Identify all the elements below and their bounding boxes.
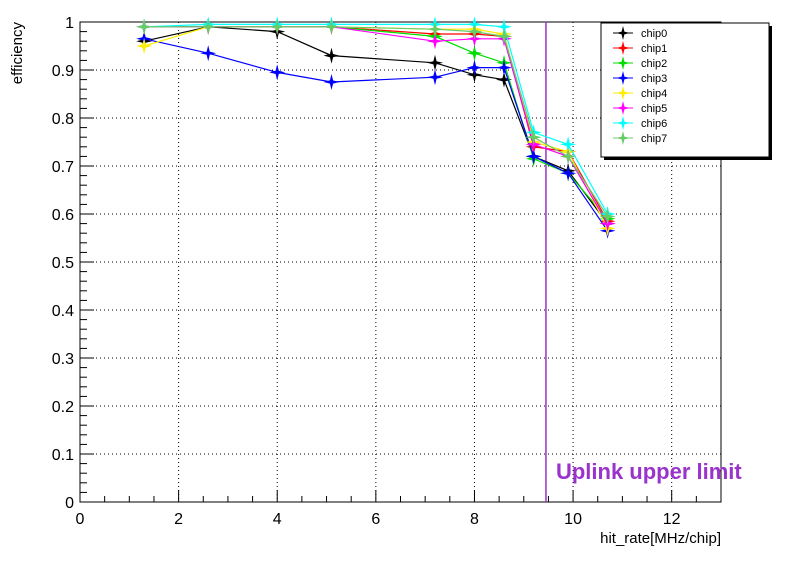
annotation-layer: Uplink upper limit (545, 22, 742, 502)
data-point (200, 18, 217, 35)
series-line (143, 26, 609, 224)
y-tick-label: 0.9 (52, 63, 74, 80)
series-layer (136, 16, 616, 239)
data-point (560, 148, 577, 165)
data-point (269, 18, 286, 35)
y-axis-title: efficiency (9, 22, 26, 85)
data-point (427, 54, 443, 71)
series-chip7 (136, 18, 616, 225)
y-tick-label: 0.5 (52, 255, 74, 272)
x-tick-label: 0 (76, 511, 85, 528)
data-point (200, 45, 217, 62)
legend-box (600, 22, 770, 158)
data-point (496, 71, 512, 88)
legend-entry: chip1 (613, 41, 667, 55)
data-point (496, 18, 512, 35)
series-line (144, 26, 609, 222)
legend-entry: chip3 (613, 71, 667, 85)
x-tick-label: 6 (371, 511, 380, 528)
legend-label: chip6 (641, 118, 667, 130)
legend-entry: chip2 (613, 56, 667, 70)
legend-label: chip1 (641, 43, 667, 55)
y-tick-label: 0.8 (52, 111, 74, 128)
data-point (323, 18, 340, 35)
y-tick-label: 0.3 (52, 351, 74, 368)
x-tick-label: 10 (564, 511, 582, 528)
legend-label: chip2 (641, 58, 667, 70)
legend-label: chip7 (641, 133, 667, 145)
data-point (323, 74, 340, 90)
legend-entry: chip5 (613, 101, 667, 115)
data-point (466, 23, 483, 40)
data-point (427, 33, 443, 50)
x-tick-label: 12 (663, 511, 681, 528)
data-point (560, 165, 577, 182)
legend-label: chip3 (641, 73, 667, 85)
data-point (427, 21, 443, 38)
legend-label: chip5 (641, 103, 667, 115)
legend-entry: chip0 (613, 26, 667, 40)
y-tick-label: 0.4 (52, 303, 74, 320)
legend-label: chip4 (641, 88, 667, 100)
x-tick-label: 4 (273, 511, 282, 528)
uplink-limit-label: Uplink upper limit (556, 459, 742, 484)
data-point (466, 59, 483, 76)
data-point (496, 28, 512, 45)
x-axis-title: hit_rate[MHz/chip] (600, 530, 721, 547)
y-tick-label: 1 (65, 15, 74, 32)
data-point (599, 208, 616, 225)
y-tick-label: 0.2 (52, 399, 74, 416)
series-line (143, 38, 609, 232)
data-point (269, 64, 286, 81)
y-tick-label: 0.7 (52, 159, 74, 176)
data-point (496, 59, 512, 76)
legend: chip0 chip1 chip2 chip3 chip4 chip5 chip6 chip7 (600, 22, 772, 160)
data-point (525, 129, 542, 146)
grid-layer (80, 22, 721, 502)
legend-entry: chip6 (613, 116, 667, 130)
axis-layer: 0 2 4 6 8 10 12 0 0.1 0.2 0.3 0.4 0.5 0.6 0.7 0.8 0.9 1 (52, 15, 697, 528)
legend-label: chip0 (641, 28, 667, 40)
data-point (323, 47, 340, 64)
y-tick-label: 0.6 (52, 207, 74, 224)
data-point (136, 38, 153, 54)
y-tick-label: 0.1 (52, 447, 74, 464)
data-point (560, 136, 577, 153)
x-tick-label: 8 (470, 511, 479, 528)
data-point (136, 18, 153, 35)
legend-entry: chip7 (613, 131, 667, 145)
legend-entry: chip4 (613, 86, 667, 100)
series-line (144, 23, 609, 215)
data-point (427, 69, 443, 86)
series-line (144, 26, 609, 217)
x-tick-label: 2 (174, 511, 183, 528)
data-point (466, 45, 483, 62)
data-point (525, 148, 542, 165)
y-tick-label: 0 (65, 495, 74, 512)
